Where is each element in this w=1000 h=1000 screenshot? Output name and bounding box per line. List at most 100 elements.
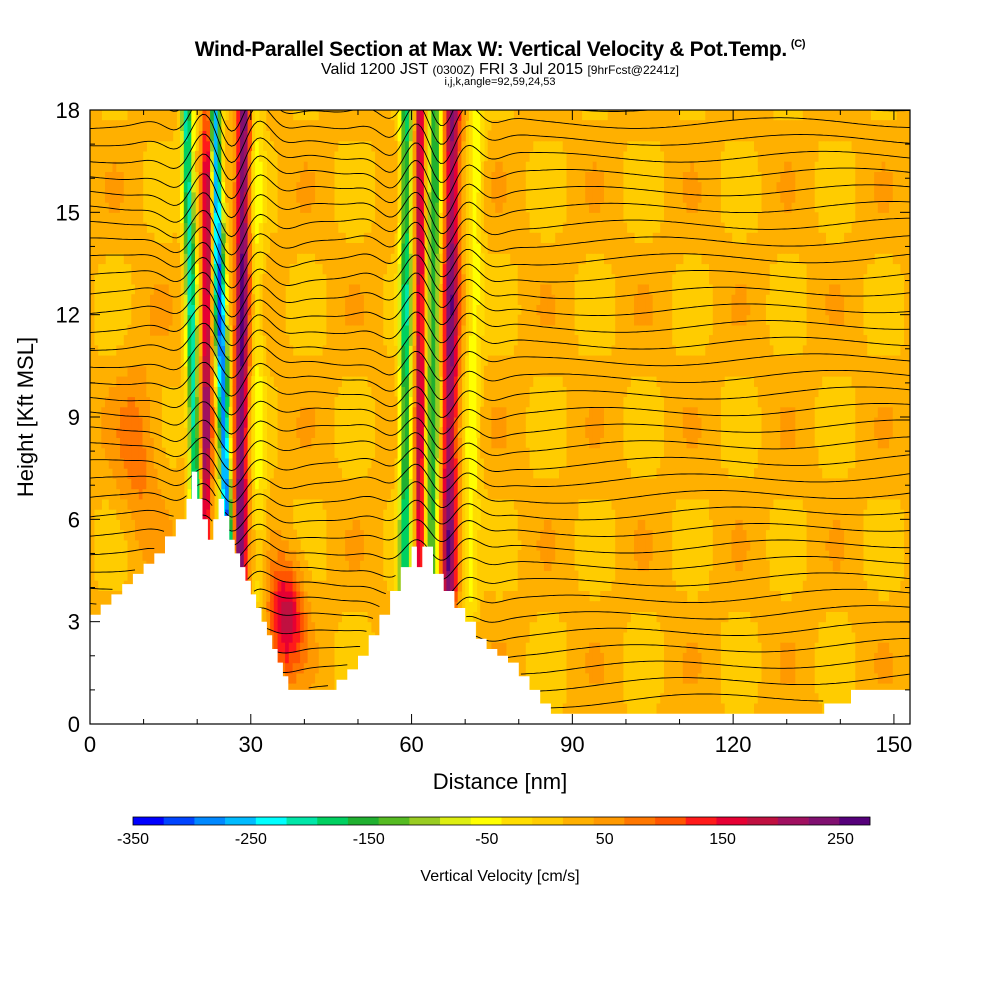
velocity-cell: [378, 345, 384, 357]
velocity-cell: [307, 365, 312, 377]
velocity-cell: [326, 222, 331, 234]
velocity-cell: [326, 683, 331, 694]
velocity-cell: [138, 417, 144, 428]
velocity-cell: [90, 539, 95, 551]
velocity-cell: [97, 243, 102, 254]
velocity-cell: [195, 427, 200, 438]
velocity-cell: [273, 642, 279, 653]
velocity-cell: [420, 335, 425, 346]
velocity-cell: [217, 457, 222, 469]
velocity-cell: [401, 314, 406, 326]
velocity-cell: [438, 202, 444, 213]
velocity-cell: [442, 140, 448, 152]
velocity-cell: [330, 284, 335, 295]
velocity-cell: [232, 222, 237, 234]
velocity-cell: [322, 263, 327, 275]
velocity-cell: [146, 284, 151, 295]
velocity-cell: [480, 621, 485, 633]
velocity-cell: [390, 161, 395, 172]
velocity-cell: [273, 560, 279, 572]
velocity-cell: [468, 580, 474, 592]
velocity-cell: [131, 345, 136, 357]
velocity-cell: [112, 468, 117, 479]
velocity-cell: [138, 110, 144, 121]
velocity-cell: [446, 345, 451, 357]
velocity-cell: [326, 529, 331, 541]
velocity-cell: [221, 171, 226, 183]
velocity-cell: [416, 222, 421, 234]
velocity-cell: [457, 529, 463, 541]
velocity-cell: [206, 314, 211, 326]
velocity-cell: [461, 263, 466, 275]
velocity-cell: [476, 314, 481, 326]
velocity-cell: [198, 335, 204, 346]
velocity-cell: [90, 457, 95, 469]
velocity-cell: [131, 161, 136, 172]
velocity-cell: [315, 672, 320, 684]
velocity-cell: [120, 130, 125, 142]
velocity-cell: [116, 427, 121, 438]
velocity-cell: [172, 509, 177, 520]
velocity-cell: [326, 478, 331, 490]
velocity-cell: [483, 621, 489, 633]
velocity-cell: [288, 191, 294, 203]
velocity-cell: [356, 294, 361, 305]
velocity-cell: [273, 110, 279, 121]
velocity-cell: [161, 263, 166, 275]
velocity-cell: [382, 212, 387, 224]
velocity-cell: [468, 130, 474, 142]
velocity-cell: [142, 304, 147, 316]
velocity-cell: [281, 263, 286, 275]
velocity-cell: [472, 468, 478, 479]
velocity-cell: [472, 355, 478, 367]
velocity-cell: [150, 253, 155, 265]
velocity-cell: [285, 652, 290, 664]
velocity-cell: [258, 457, 264, 469]
velocity-cell: [288, 355, 294, 367]
velocity-cell: [435, 457, 440, 469]
velocity-cell: [273, 294, 279, 305]
velocity-cell: [378, 273, 384, 285]
velocity-cell: [431, 529, 436, 541]
velocity-cell: [131, 150, 136, 162]
velocity-cell: [311, 191, 316, 203]
velocity-cell: [420, 529, 425, 541]
velocity-cell: [300, 406, 305, 418]
velocity-cell: [195, 457, 200, 469]
velocity-cell: [105, 437, 110, 449]
velocity-cell: [427, 324, 432, 336]
velocity-cell: [108, 498, 114, 510]
velocity-cell: [341, 324, 346, 336]
velocity-cell: [247, 253, 252, 265]
velocity-cell: [356, 120, 361, 131]
velocity-cell: [187, 386, 192, 398]
velocity-cell: [431, 304, 436, 316]
velocity-cell: [487, 396, 493, 408]
velocity-cell: [217, 181, 222, 193]
velocity-cell: [476, 120, 481, 131]
velocity-cell: [296, 591, 301, 602]
velocity-cell: [472, 427, 478, 438]
velocity-cell: [345, 314, 350, 326]
velocity-cell: [438, 191, 444, 203]
velocity-cell: [412, 140, 417, 152]
velocity-cell: [472, 365, 478, 377]
velocity-cell: [165, 120, 170, 131]
velocity-cell: [367, 273, 372, 285]
velocity-cell: [161, 110, 166, 121]
velocity-cell: [258, 345, 264, 357]
velocity-cell: [472, 376, 478, 387]
velocity-cell: [337, 273, 342, 285]
velocity-cell: [288, 243, 294, 254]
velocity-cell: [378, 202, 384, 213]
velocity-cell: [258, 498, 264, 510]
velocity-cell: [371, 335, 376, 346]
velocity-cell: [142, 365, 147, 377]
velocity-cell: [401, 519, 406, 531]
velocity-cell: [382, 591, 387, 602]
velocity-cell: [322, 365, 327, 377]
velocity-cell: [371, 386, 376, 398]
velocity-cell: [457, 427, 463, 438]
velocity-cell: [183, 386, 189, 398]
